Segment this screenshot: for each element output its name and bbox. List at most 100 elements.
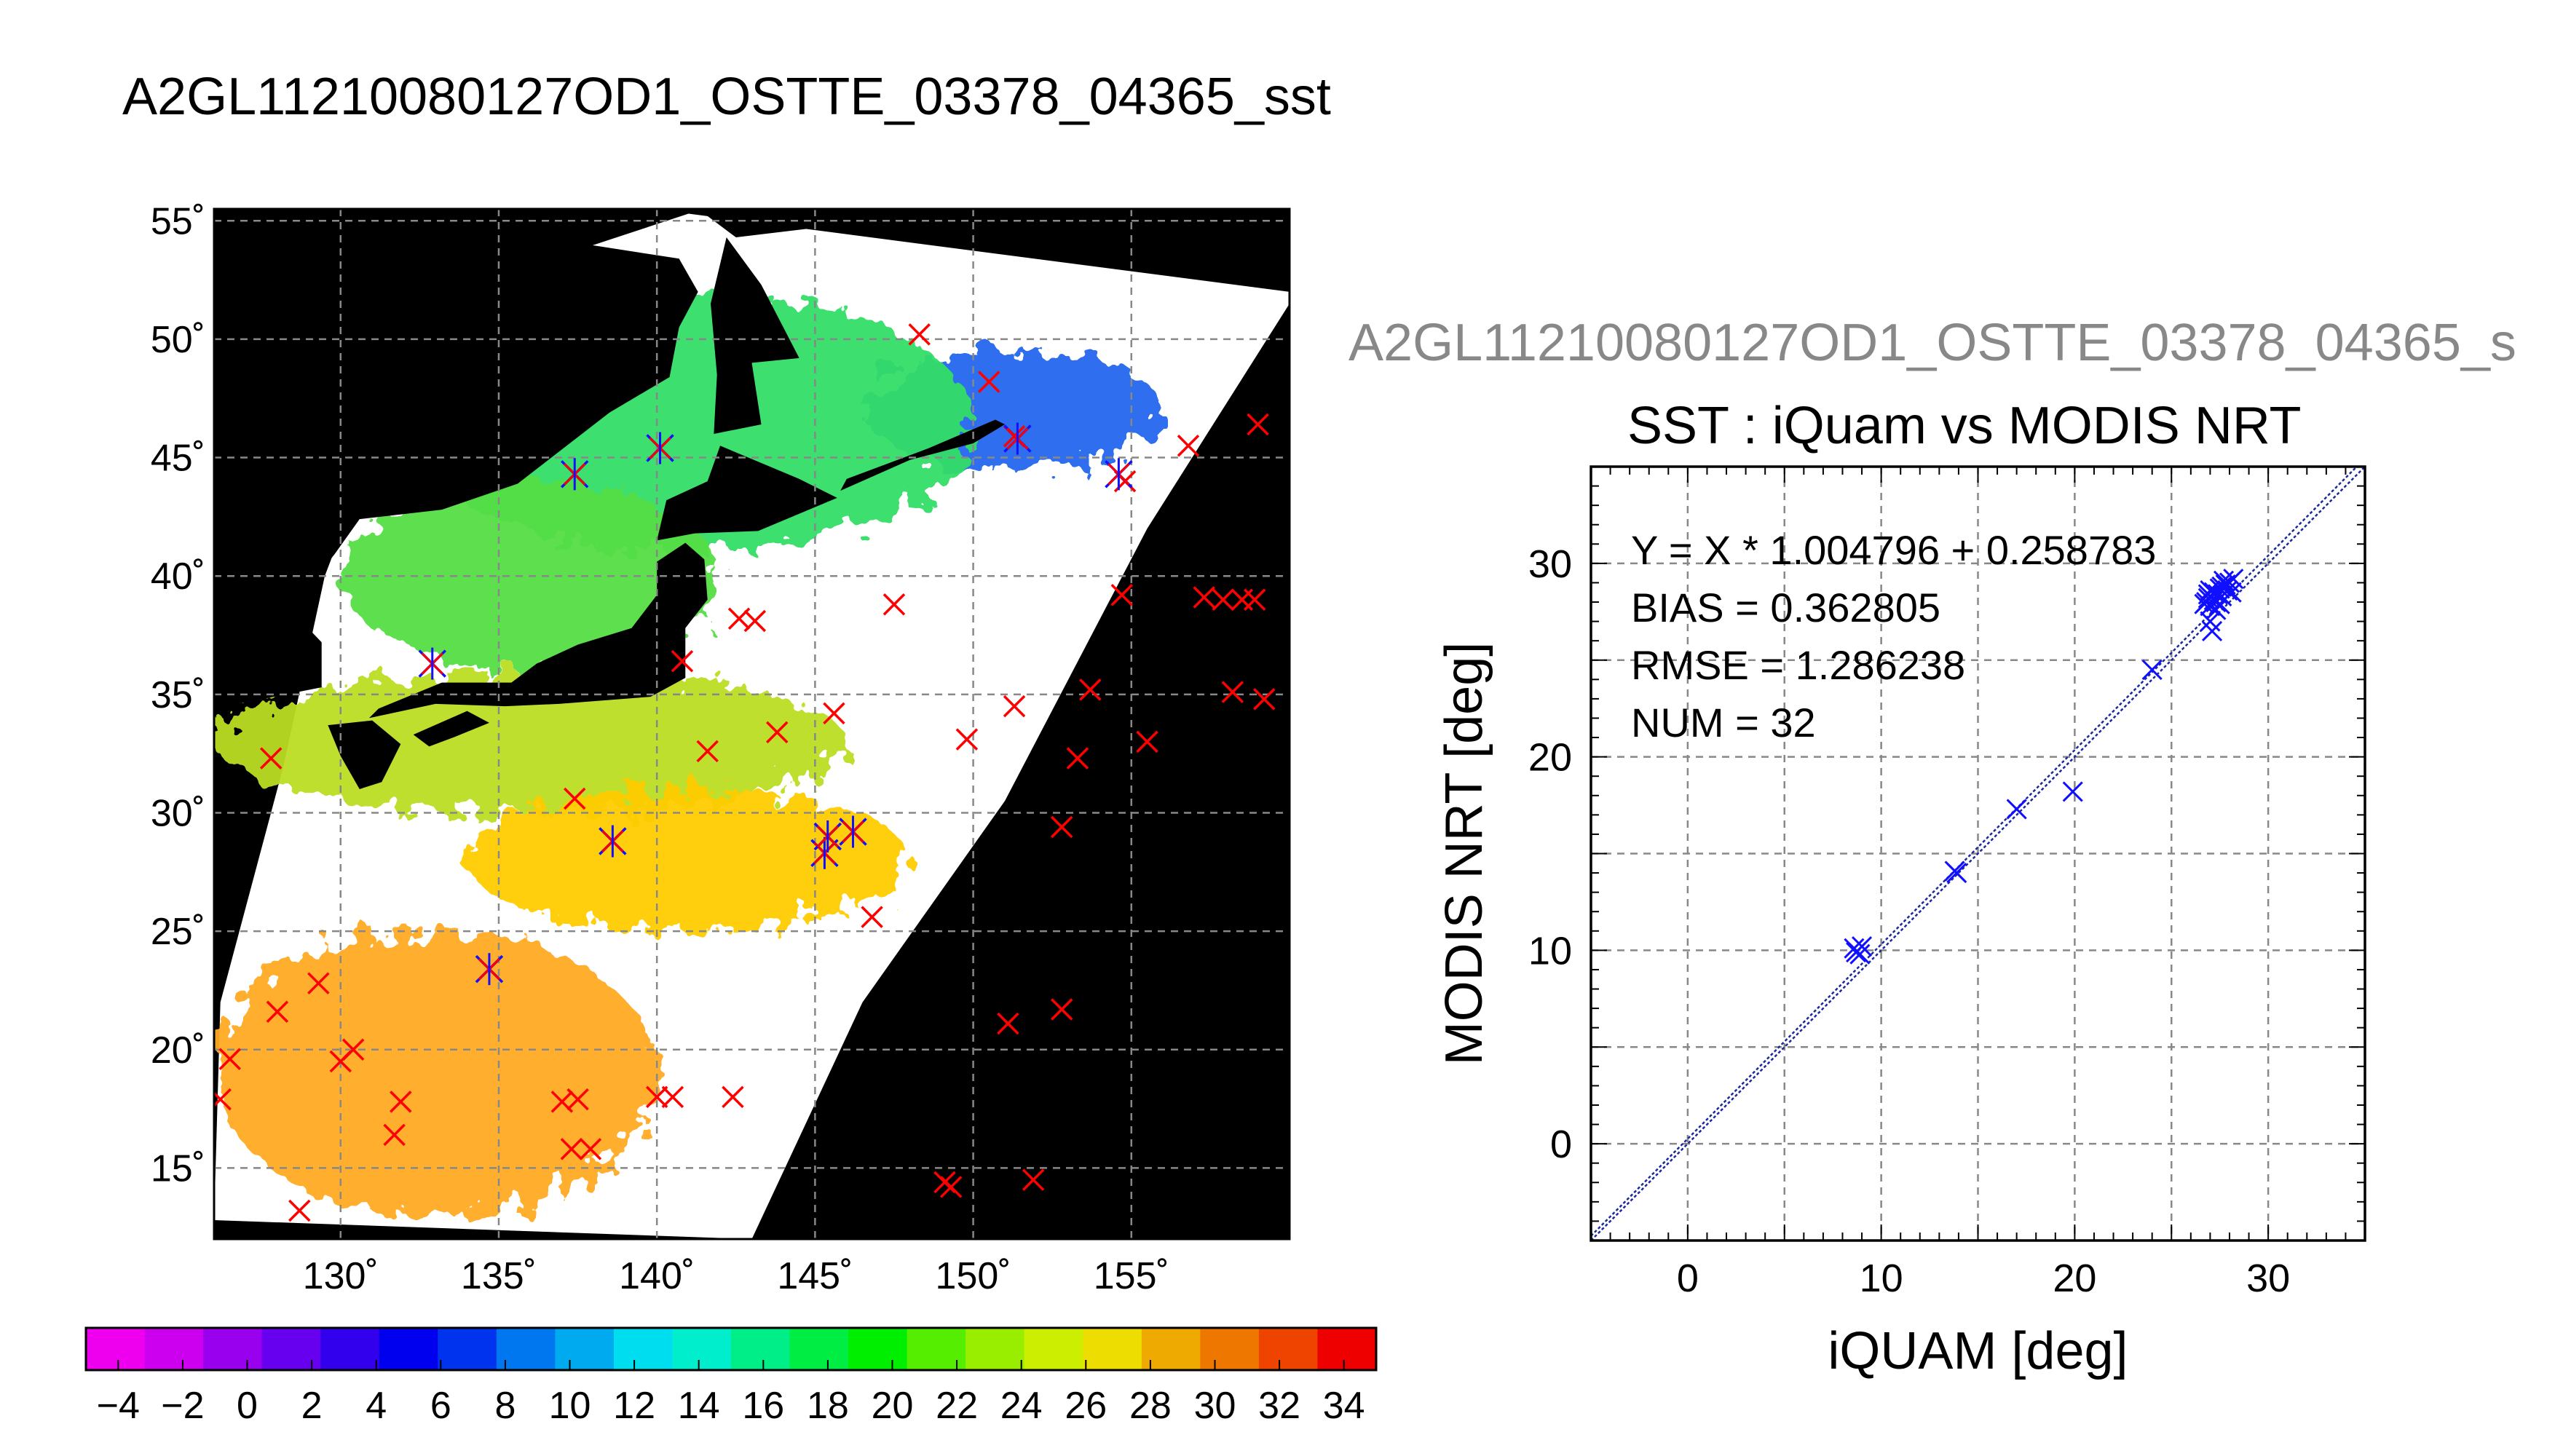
scatter-title: SST : iQuam vs MODIS NRT [1627, 397, 2302, 455]
scatter-y-tick-label: 20 [1528, 736, 1572, 780]
colorbar-swatch [144, 1328, 204, 1370]
colorbar-swatch [320, 1328, 380, 1370]
buoy-marker [1050, 998, 1073, 1021]
scatter-frame [1590, 465, 2366, 1242]
buoy-marker [266, 1000, 289, 1023]
buoy-marker [288, 1199, 311, 1222]
buoy-marker [1003, 695, 1026, 718]
colorbar-label: 16 [742, 1385, 784, 1427]
matched-buoy-marker [418, 647, 446, 680]
colorbar-swatch [965, 1328, 1025, 1370]
colorbar-swatch [1083, 1328, 1142, 1370]
scatter-point [2205, 599, 2227, 620]
sst-colorbar: −4 −2 0 2 4 6 8 10 12 14 16 18 20 22 24 26 28 30 32 34 [84, 1326, 1378, 1427]
scatter-annotation: RMSE = 1.286238 [1631, 642, 1965, 688]
scatter-points [1844, 569, 2244, 965]
buoy-marker [933, 1171, 956, 1194]
scatter-point [2223, 569, 2244, 590]
colorbar-frame [84, 1326, 1378, 1372]
map-y-tick-label: 35˚ [151, 674, 205, 716]
land-korea [214, 519, 360, 709]
buoy-marker [1177, 435, 1200, 457]
buoy-marker [563, 787, 586, 810]
map-y-tick-label: 15˚ [151, 1147, 205, 1190]
sst-map: 130˚ 135˚ 140˚ 145˚ 150˚ 155˚ 15˚ 20˚ 25˚ 30˚ 35˚ 4… [151, 200, 1291, 1297]
scatter-annotation: Y = X * 1.004796 + 0.258783 [1631, 527, 2156, 573]
map-x-tick-label: 135˚ [461, 1255, 537, 1297]
buoy-marker [383, 1123, 406, 1147]
colorbar-swatch [496, 1328, 556, 1370]
buoy-marker [908, 323, 931, 346]
colorbar-label: 24 [1000, 1385, 1043, 1427]
buoy-marker [661, 1085, 684, 1109]
buoy-marker [766, 721, 789, 744]
scatter-point [2211, 576, 2232, 597]
map-grid [214, 209, 1290, 1239]
colorbar-label: 10 [549, 1385, 591, 1427]
colorbar-label: 4 [366, 1385, 387, 1427]
colorbar-label: 8 [494, 1385, 516, 1427]
scatter-point [2062, 781, 2083, 802]
scatter-plot: 0 10 20 30 0 10 20 30 iQUAM [deg] MODIS NRT [deg]… [1435, 465, 2366, 1380]
scatter-point [2209, 593, 2230, 614]
buoy-marker [560, 1138, 583, 1160]
scatter-point [2141, 659, 2163, 681]
buoy-marker [579, 1138, 602, 1160]
colorbar-swatch [203, 1328, 263, 1370]
buoy-marker [882, 593, 906, 616]
colorbar-swatch [848, 1328, 908, 1370]
map-y-tick-label: 20˚ [151, 1029, 205, 1072]
buoy-marker [214, 1088, 232, 1111]
land-kuril [840, 419, 1006, 491]
scatter-x-tick-label: 20 [2053, 1257, 2096, 1300]
colorbar-label: 18 [807, 1385, 849, 1427]
buoy-marker [1079, 678, 1102, 701]
scatter-y-tick-label: 0 [1550, 1123, 1572, 1166]
land-masses [214, 209, 1006, 789]
colorbar-swatch [1258, 1328, 1319, 1370]
map-y-tick-label: 45˚ [151, 438, 205, 480]
matched-buoy-marker [813, 820, 842, 853]
matched-buoy-marker [646, 432, 674, 464]
colorbar-label: 14 [678, 1385, 720, 1427]
colorbar-swatch [789, 1328, 849, 1370]
scatter-point [1851, 935, 1873, 957]
buoy-markers [214, 323, 1276, 1222]
buoy-marker [566, 1088, 589, 1111]
map-x-tick-label: 140˚ [619, 1255, 695, 1297]
buoy-marker [955, 728, 979, 751]
buoy-marker [390, 1091, 412, 1113]
buoy-marker [861, 906, 883, 928]
land-sakhalin [711, 237, 799, 435]
buoy-marker [259, 747, 283, 769]
matched-buoy-marker [560, 458, 589, 491]
scatter-point [1946, 863, 1967, 884]
scatter-x-tick-label: 0 [1677, 1257, 1699, 1300]
scatter-point [2197, 584, 2219, 605]
buoy-marker [1066, 747, 1089, 769]
map-x-tick-label: 155˚ [1094, 1255, 1169, 1297]
matched-buoy-marker [1105, 458, 1133, 491]
map-x-tick-label: 145˚ [777, 1255, 853, 1297]
sst-field [214, 291, 1164, 1216]
map-axes: 130˚ 135˚ 140˚ 145˚ 150˚ 155˚ 15˚ 20˚ 25˚ 30˚ 35˚ 4… [151, 200, 1291, 1297]
colorbar-swatch [1200, 1328, 1260, 1370]
buoy-marker [1243, 588, 1266, 611]
colorbar-label: 32 [1258, 1385, 1300, 1427]
map-y-tick-label: 50˚ [151, 319, 205, 361]
sst-region-southwest [214, 931, 657, 1216]
map-y-tick-label: 30˚ [151, 792, 205, 834]
colorbar-swatch [1024, 1328, 1083, 1370]
map-y-tick-label: 25˚ [151, 911, 205, 953]
colorbar-label: −4 [97, 1385, 140, 1427]
scatter-point [1849, 943, 1871, 965]
map-title: A2GL11210080127OD1_OSTTE_03378_04365_sst [122, 68, 1331, 126]
scatter-x-tick-label: 30 [2246, 1257, 2290, 1300]
colorbar-label: 20 [872, 1385, 914, 1427]
map-x-tick-label: 130˚ [303, 1255, 379, 1297]
land-asia [214, 209, 698, 564]
colorbar-label: 22 [936, 1385, 978, 1427]
scatter-annotation: NUM = 32 [1631, 700, 1816, 745]
colorbar-label: 0 [237, 1385, 258, 1427]
